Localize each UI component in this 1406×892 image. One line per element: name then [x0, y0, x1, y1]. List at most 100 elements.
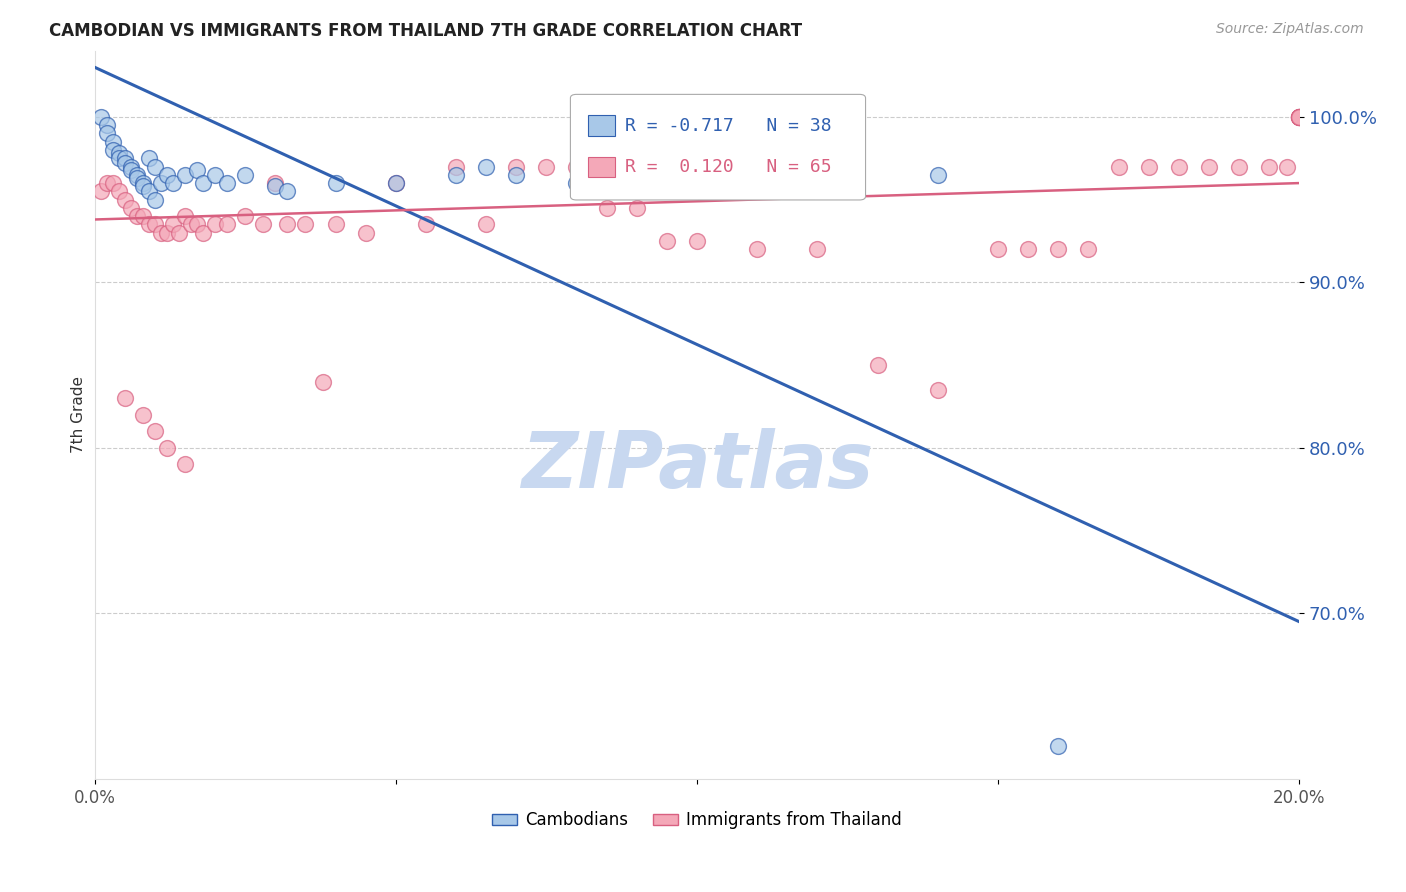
Point — [114, 151, 136, 165]
Point — [655, 234, 678, 248]
Point — [101, 143, 124, 157]
Point — [217, 176, 239, 190]
Text: ZIPatlas: ZIPatlas — [520, 428, 873, 504]
FancyBboxPatch shape — [589, 157, 614, 178]
Point — [174, 458, 197, 472]
Point — [325, 176, 347, 190]
Point — [132, 209, 155, 223]
Point — [101, 176, 124, 190]
Point — [167, 226, 190, 240]
Point — [138, 185, 160, 199]
Point — [114, 156, 136, 170]
Point — [120, 162, 142, 177]
Point — [107, 151, 129, 165]
Point — [384, 176, 406, 190]
Text: CAMBODIAN VS IMMIGRANTS FROM THAILAND 7TH GRADE CORRELATION CHART: CAMBODIAN VS IMMIGRANTS FROM THAILAND 7T… — [49, 22, 803, 40]
Text: R = -0.717   N = 38: R = -0.717 N = 38 — [624, 117, 831, 135]
Point — [866, 358, 889, 372]
Point — [96, 176, 118, 190]
Point — [233, 168, 256, 182]
Point — [96, 118, 118, 132]
Point — [1047, 242, 1070, 256]
Point — [384, 176, 406, 190]
Point — [1288, 110, 1310, 124]
Point — [125, 209, 148, 223]
Point — [475, 160, 498, 174]
Y-axis label: 7th Grade: 7th Grade — [72, 376, 86, 453]
Point — [475, 218, 498, 232]
Point — [745, 242, 768, 256]
Point — [143, 425, 166, 439]
Point — [149, 226, 172, 240]
Point — [1017, 242, 1039, 256]
Point — [132, 176, 155, 190]
Point — [233, 209, 256, 223]
FancyBboxPatch shape — [571, 95, 866, 200]
Point — [138, 218, 160, 232]
Point — [1288, 110, 1310, 124]
Point — [806, 242, 828, 256]
Point — [1288, 110, 1310, 124]
Point — [1137, 160, 1160, 174]
Point — [1227, 160, 1250, 174]
Point — [505, 160, 527, 174]
Point — [444, 160, 467, 174]
Point — [132, 179, 155, 194]
Text: R =  0.120   N = 65: R = 0.120 N = 65 — [624, 158, 831, 177]
Point — [264, 179, 287, 194]
Point — [90, 110, 112, 124]
Point — [987, 242, 1010, 256]
Point — [204, 218, 226, 232]
Point — [96, 127, 118, 141]
FancyBboxPatch shape — [589, 115, 614, 136]
Point — [1167, 160, 1189, 174]
Point — [156, 226, 179, 240]
Point — [143, 160, 166, 174]
Point — [162, 176, 184, 190]
Point — [90, 185, 112, 199]
Point — [927, 383, 949, 397]
Point — [132, 408, 155, 422]
Point — [565, 160, 588, 174]
Point — [415, 218, 437, 232]
Point — [927, 168, 949, 182]
Point — [191, 176, 214, 190]
Point — [595, 201, 617, 215]
Point — [1288, 110, 1310, 124]
Point — [276, 218, 298, 232]
Point — [536, 160, 558, 174]
Point — [114, 193, 136, 207]
Point — [1108, 160, 1130, 174]
Point — [1275, 160, 1298, 174]
Point — [294, 218, 316, 232]
Point — [143, 218, 166, 232]
Point — [354, 226, 377, 240]
Point — [1288, 110, 1310, 124]
Point — [174, 168, 197, 182]
Point — [120, 160, 142, 174]
Point — [505, 168, 527, 182]
Point — [162, 218, 184, 232]
Point — [180, 218, 202, 232]
Point — [143, 193, 166, 207]
Point — [1198, 160, 1220, 174]
Point — [120, 201, 142, 215]
Point — [312, 375, 335, 389]
Point — [626, 201, 648, 215]
Legend: Cambodians, Immigrants from Thailand: Cambodians, Immigrants from Thailand — [485, 805, 908, 836]
Point — [252, 218, 274, 232]
Point — [686, 234, 709, 248]
Point — [276, 185, 298, 199]
Point — [107, 146, 129, 161]
Point — [217, 218, 239, 232]
Point — [565, 176, 588, 190]
Point — [125, 171, 148, 186]
Point — [1258, 160, 1281, 174]
Point — [186, 162, 208, 177]
Point — [325, 218, 347, 232]
Point — [125, 168, 148, 182]
Point — [114, 391, 136, 405]
Text: Source: ZipAtlas.com: Source: ZipAtlas.com — [1216, 22, 1364, 37]
Point — [1288, 110, 1310, 124]
Point — [174, 209, 197, 223]
